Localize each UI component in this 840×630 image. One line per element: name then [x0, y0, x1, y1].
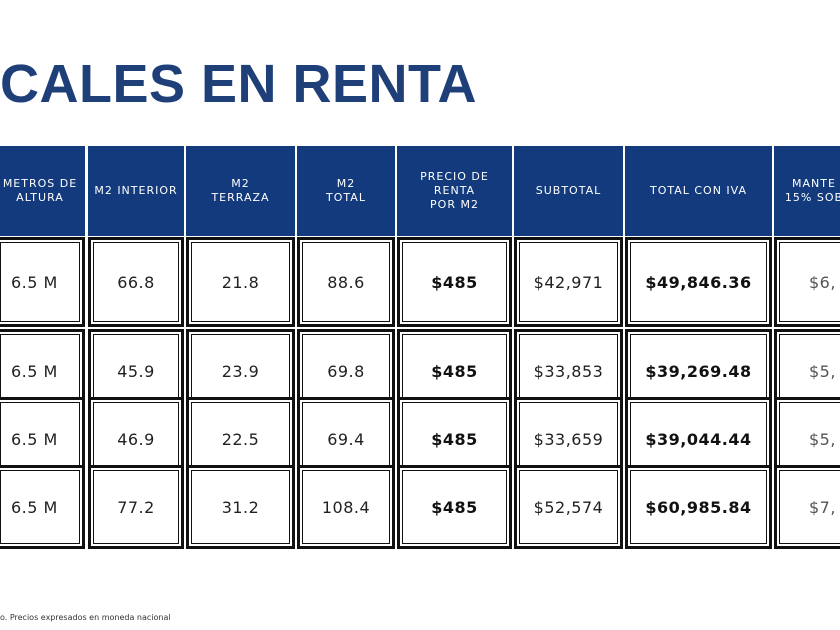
header-total-m2: M2 TOTAL	[297, 146, 395, 236]
header-subtotal: SUBTOTAL	[514, 146, 623, 236]
cell-height: 6.5 M	[0, 465, 85, 549]
cell-terrace: 31.2	[186, 465, 295, 549]
header-maintenance: MANTE 15% SOB	[774, 146, 840, 236]
cell-maintenance: $6,	[774, 237, 840, 327]
header-price-per-m2: PRECIO DE RENTA POR M2	[397, 146, 512, 236]
cell-price-per-m2: $485	[397, 237, 512, 327]
cell-height: 6.5 M	[0, 237, 85, 327]
cell-interior: 66.8	[88, 237, 184, 327]
footnote: o. Precios expresados en moneda nacional	[0, 613, 171, 622]
header-total-iva: TOTAL CON IVA	[625, 146, 772, 236]
cell-subtotal: $42,971	[514, 237, 623, 327]
header-height: METROS DE ALTURA	[0, 146, 85, 236]
cell-price-per-m2: $485	[397, 465, 512, 549]
cell-total-m2: 108.4	[297, 465, 395, 549]
cell-interior: 77.2	[88, 465, 184, 549]
cell-subtotal: $52,574	[514, 465, 623, 549]
cell-total-m2: 88.6	[297, 237, 395, 327]
header-interior: M2 INTERIOR	[88, 146, 184, 236]
cell-total-iva: $60,985.84	[625, 465, 772, 549]
header-terrace: M2 TERRAZA	[186, 146, 295, 236]
cell-total-iva: $49,846.36	[625, 237, 772, 327]
cell-maintenance: $7,	[774, 465, 840, 549]
cell-terrace: 21.8	[186, 237, 295, 327]
page-title: CALES EN RENTA	[0, 54, 478, 114]
